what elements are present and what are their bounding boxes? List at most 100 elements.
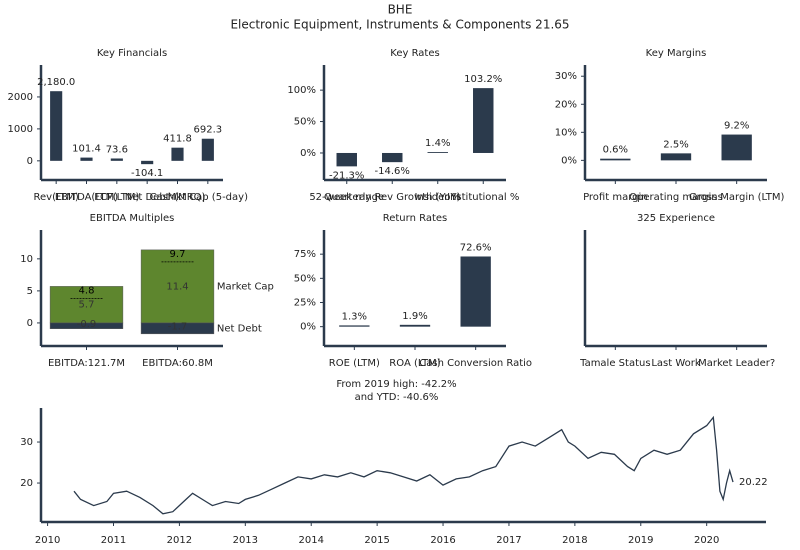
bar bbox=[382, 152, 403, 163]
value-label: 1.3% bbox=[342, 311, 367, 322]
page-subtitle: Electronic Equipment, Instruments & Comp… bbox=[230, 18, 569, 32]
x-tick-label: Insider % bbox=[414, 192, 461, 203]
y-tick-label: 20% bbox=[555, 99, 577, 110]
bar bbox=[660, 153, 692, 161]
x-tick-label: Cash(MRQ) bbox=[150, 192, 206, 203]
chart-title: EBITDA Multiples bbox=[90, 213, 175, 224]
y-tick-label: 1000 bbox=[8, 124, 33, 135]
bar-segment bbox=[49, 322, 124, 329]
segment-label: -1.7 bbox=[168, 321, 188, 332]
value-label: -104.1 bbox=[131, 168, 163, 179]
bar bbox=[721, 134, 752, 161]
y-tick-label: 10% bbox=[555, 127, 577, 138]
x-tick-label: EBITDA:60.8M bbox=[142, 358, 213, 369]
value-label: 1.4% bbox=[425, 138, 450, 149]
x-tick-label: 2014 bbox=[299, 535, 324, 546]
chart-title: Key Rates bbox=[390, 48, 439, 59]
y-tick-label: 0 bbox=[27, 318, 33, 329]
bar-segment bbox=[49, 286, 124, 324]
x-tick-label: Last Work bbox=[651, 358, 701, 369]
y-tick-label: 0% bbox=[300, 322, 316, 333]
y-tick-label: 20 bbox=[20, 478, 33, 489]
bar bbox=[600, 158, 631, 161]
bar bbox=[171, 147, 184, 161]
value-label: 1.9% bbox=[402, 311, 427, 322]
x-tick-label: 2012 bbox=[167, 535, 192, 546]
x-tick-label: Net Debt bbox=[125, 192, 170, 203]
y-tick-label: 0 bbox=[27, 156, 33, 167]
x-tick-label: Operating margins bbox=[629, 192, 723, 203]
x-tick-label: 2010 bbox=[35, 535, 60, 546]
bar bbox=[339, 325, 370, 327]
price-line bbox=[73, 415, 734, 515]
x-tick-label: 2015 bbox=[364, 535, 389, 546]
last-value-label: 20.22 bbox=[739, 477, 768, 488]
legend-label: Market Cap bbox=[217, 281, 274, 292]
value-label: 9.2% bbox=[724, 121, 749, 132]
value-label: 2.5% bbox=[663, 139, 688, 150]
value-label: -21.3% bbox=[329, 170, 364, 181]
value-label: 101.4 bbox=[72, 144, 101, 155]
y-tick-label: 30 bbox=[20, 437, 33, 448]
segment-label: 11.4 bbox=[166, 281, 188, 292]
x-tick-label: EBITDA(LTM) bbox=[55, 192, 118, 203]
bar bbox=[141, 160, 154, 165]
x-tick-label: Mkt Cap (5-day) bbox=[168, 192, 248, 203]
y-tick-label: 10 bbox=[20, 254, 33, 265]
x-tick-label: 2017 bbox=[496, 535, 521, 546]
y-tick-label: 100% bbox=[287, 85, 316, 96]
value-label: 0.6% bbox=[603, 145, 628, 156]
bar bbox=[460, 256, 491, 327]
value-label: 2,180.0 bbox=[37, 77, 75, 88]
bar bbox=[201, 138, 214, 161]
chart-title: Key Margins bbox=[646, 48, 707, 59]
bar bbox=[473, 88, 494, 153]
y-tick-label: 5 bbox=[27, 286, 33, 297]
x-tick-label: ROE (LTM) bbox=[329, 358, 380, 369]
x-tick-label: EBITDA:121.7M bbox=[48, 358, 125, 369]
y-tick-label: 30% bbox=[555, 71, 577, 82]
y-tick-label: 0% bbox=[561, 155, 577, 166]
bar bbox=[336, 152, 357, 167]
y-tick-label: 0% bbox=[300, 148, 316, 159]
segment-label: -0.9 bbox=[77, 319, 97, 330]
chart-title: Return Rates bbox=[383, 213, 448, 224]
bar-segment bbox=[140, 322, 215, 335]
x-tick-label: 2020 bbox=[694, 535, 719, 546]
bar bbox=[50, 91, 63, 161]
x-tick-label: 2011 bbox=[101, 535, 126, 546]
x-tick-label: Market Leader? bbox=[698, 358, 775, 369]
x-tick-label: Institutional % bbox=[447, 192, 519, 203]
bar bbox=[80, 157, 93, 161]
x-tick-label: 2013 bbox=[233, 535, 258, 546]
value-label: 411.8 bbox=[163, 134, 192, 145]
x-tick-label: Cash Conversion Ratio bbox=[419, 358, 532, 369]
x-tick-label: ROA (LTM) bbox=[389, 358, 440, 369]
x-tick-label: Rev(LTM) bbox=[34, 192, 79, 203]
x-tick-label: 2016 bbox=[430, 535, 455, 546]
x-tick-label: Tamale Status bbox=[579, 358, 650, 369]
chart-title: 325 Experience bbox=[637, 213, 715, 224]
bar bbox=[399, 324, 431, 327]
annotation: and YTD: -40.6% bbox=[355, 392, 439, 403]
legend-label: Net Debt bbox=[217, 323, 262, 334]
y-tick-label: 25% bbox=[294, 298, 316, 309]
value-label: 103.2% bbox=[464, 74, 502, 85]
x-tick-label: Quarterly Rev Growth (YoY) bbox=[324, 192, 461, 203]
x-tick-label: Profit margin bbox=[583, 192, 648, 203]
annotation: From 2019 high: -42.2% bbox=[336, 379, 456, 390]
y-tick-label: 50% bbox=[294, 273, 316, 284]
value-label: 72.6% bbox=[460, 242, 492, 253]
x-tick-label: Gross Margin (LTM) bbox=[689, 192, 785, 203]
page-title: BHE bbox=[388, 3, 413, 17]
chart-title: Key Financials bbox=[97, 48, 167, 59]
segment-label: 5.7 bbox=[79, 300, 95, 311]
total-label: 9.7 bbox=[170, 249, 186, 260]
x-tick-label: 2018 bbox=[562, 535, 587, 546]
value-label: 692.3 bbox=[194, 125, 223, 136]
y-tick-label: 2000 bbox=[8, 92, 33, 103]
y-tick-label: 75% bbox=[294, 249, 316, 260]
x-tick-label: 52-week range bbox=[309, 192, 384, 203]
x-tick-label: 2019 bbox=[628, 535, 653, 546]
